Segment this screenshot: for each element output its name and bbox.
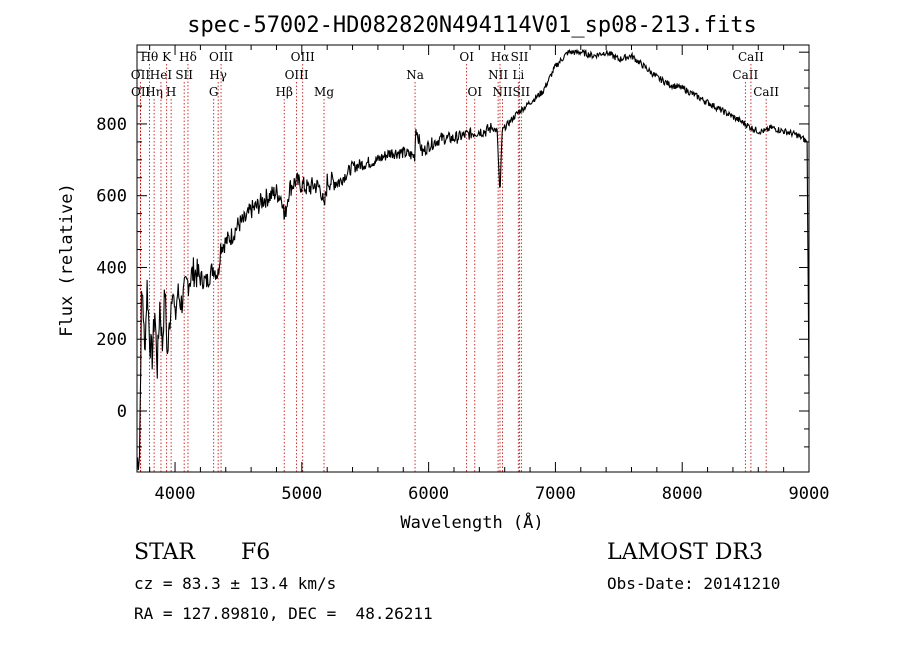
spectral-line-label: Hη [145, 85, 163, 99]
spectral-line-label: NII [488, 68, 508, 82]
spectral-line-label: Hδ [179, 50, 197, 64]
x-tick-label: 9000 [789, 484, 830, 504]
x-tick-label: 6000 [408, 484, 449, 504]
y-tick-label: 800 [96, 115, 127, 135]
flux-series-line [136, 48, 810, 471]
spectral-line-label: G [209, 85, 219, 99]
spectral-line-label: Hβ [276, 85, 293, 99]
obs-date: Obs-Date: 20141210 [607, 574, 781, 593]
spectral-line-label: OI [459, 50, 474, 64]
spectral-line-label: Hθ [141, 50, 159, 64]
coordinates: RA = 127.89810, DEC = 48.26211 [134, 604, 433, 623]
y-tick-label: 400 [96, 258, 127, 278]
spectral-line-label: OII [131, 68, 151, 82]
y-tick-label: 200 [96, 330, 127, 350]
chart-title: spec-57002-HD082820N494114V01_sp08-213.f… [187, 13, 757, 38]
x-tick-label: 7000 [535, 484, 576, 504]
spectral-line-label: Mg [314, 85, 334, 99]
spectral-line-label: SII [175, 68, 193, 82]
y-tick-label: 0 [117, 402, 127, 422]
spectral-line-label: Na [406, 68, 424, 82]
spectral-line-label: HeI [150, 68, 173, 82]
spectral-line-label: NII [493, 85, 513, 99]
y-tick-label: 600 [96, 187, 127, 207]
object-subclass: F6 [241, 540, 271, 565]
plot-frame [136, 44, 810, 473]
x-tick-label: 8000 [662, 484, 703, 504]
spectral-line-label: CaII [738, 50, 764, 64]
spectral-line-label: OIII [209, 50, 233, 64]
spectral-line-label: Li [512, 68, 524, 82]
spectral-line-label: CaII [753, 85, 779, 99]
object-class: STAR [134, 540, 195, 565]
spectral-line-label: SII [511, 50, 529, 64]
redshift-cz: cz = 83.3 ± 13.4 km/s [134, 574, 337, 593]
axis-ticks: 4000 5000 6000 7000 8000 9000 0 200 400 600 800 [96, 45, 829, 504]
spectral-line-label: OIII [285, 68, 309, 82]
spectral-line-label: OII [131, 85, 151, 99]
x-axis-label: Wavelength (Å) [400, 511, 543, 533]
spectral-line-label: Hα [491, 50, 510, 64]
spectral-line-label: OI [467, 85, 482, 99]
survey-name: LAMOST DR3 [607, 540, 763, 565]
x-tick-label: 5000 [281, 484, 322, 504]
spectral-line-label: K [162, 50, 172, 64]
y-axis-label: Flux (relative) [57, 183, 77, 337]
spectral-line-label: H [166, 85, 176, 99]
spectral-line-label: OIII [291, 50, 315, 64]
spectral-line-label: SII [512, 85, 530, 99]
x-tick-label: 4000 [155, 484, 196, 504]
spectral-line-label: CaII [732, 68, 758, 82]
spectral-line-label: Hγ [209, 68, 227, 82]
